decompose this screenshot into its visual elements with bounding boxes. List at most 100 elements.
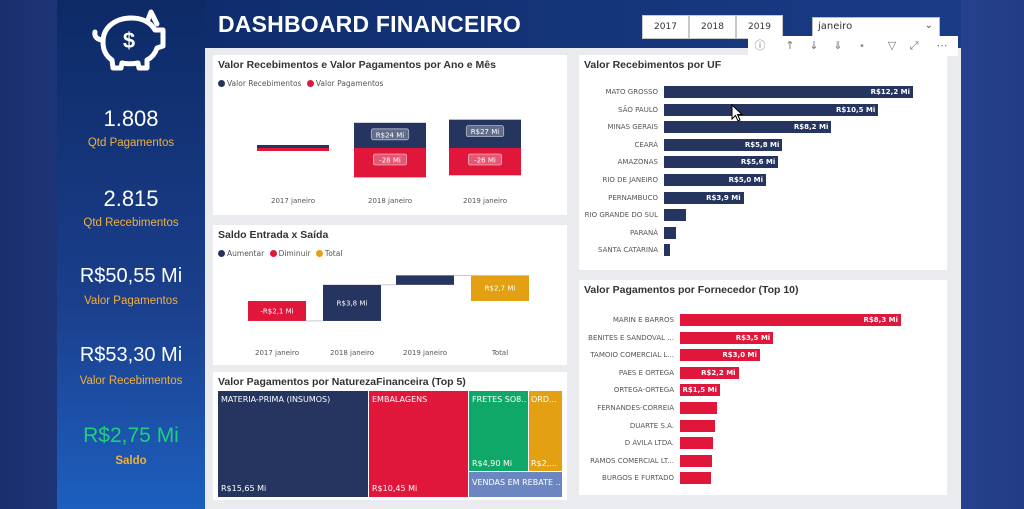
card-recebimentos-pagamentos: Valor Recebimentos e Valor Pagamentos po… xyxy=(213,55,567,215)
treemap-fretes[interactable]: FRETES SO8... R$4,90 Mi xyxy=(469,391,528,471)
chart3-title: Valor Recebimentos por UF xyxy=(584,59,722,71)
chart2-xtick-0: 2017 janeiro xyxy=(255,349,299,357)
treemap-vendas-rebate-label: VENDAS EM REBATE ... xyxy=(472,478,560,487)
filter-icon[interactable]: ▽ xyxy=(887,39,897,52)
chart5-title: Valor Pagamentos por NaturezaFinanceira … xyxy=(218,376,466,388)
chart4-bar-8[interactable] xyxy=(680,454,712,467)
chart4-category-1: BENITES E SANDOVAL ... xyxy=(588,333,674,342)
chart3-bar-1[interactable]: R$10,5 Mi xyxy=(664,103,879,116)
chart1-xtick-0: 2017 janeiro xyxy=(271,197,315,205)
chart4-bar-4[interactable]: R$1,5 Mi xyxy=(680,384,720,397)
treemap-ord-label: ORD... xyxy=(531,395,557,404)
legend-dot-recebimentos xyxy=(218,80,225,87)
chart3-category-8: PARANÁ xyxy=(630,228,658,237)
chart1-legend-pagamentos: Valor Pagamentos xyxy=(315,79,384,88)
chart4-value-3: R$2,2 Mi xyxy=(701,368,736,377)
treemap-ord-value: R$2,... xyxy=(531,459,557,468)
mouse-cursor-icon xyxy=(731,104,743,122)
more-options-icon[interactable]: ⋯ xyxy=(936,39,948,52)
kpi-valor-pagamentos-value: R$50,55 Mi xyxy=(79,265,183,287)
chart2-xtick-1: 2018 janeiro xyxy=(330,349,374,357)
chart4-category-5: FERNANDES-CORREIA xyxy=(597,404,674,412)
treemap-vendas-rebate[interactable]: VENDAS EM REBATE ... xyxy=(469,472,562,497)
kpi-qtd-recebimentos-label: Qtd Recebimentos xyxy=(83,217,179,229)
treemap-embalagens-label: EMBALAGENS xyxy=(372,395,428,404)
chart3-bar-3[interactable]: R$5,8 Mi xyxy=(664,138,783,151)
chart4-bar-5[interactable] xyxy=(680,402,718,414)
kpi-qtd-pagamentos-label: Qtd Pagamentos xyxy=(87,137,175,149)
chart1-label-recebimentos-1-bg xyxy=(370,128,410,141)
chart1-xtick-1: 2018 janeiro xyxy=(368,197,412,205)
legend-dot-pagamentos xyxy=(306,80,314,87)
chart4-bar-0[interactable]: R$8,3 Mi xyxy=(680,314,901,326)
chart1-label-recebimentos-2-bg xyxy=(465,125,505,138)
kpi-saldo-label: Saldo xyxy=(115,455,147,467)
chart4-category-3: PAES E ORTEGA xyxy=(618,368,674,377)
chart3-bar-8[interactable] xyxy=(664,226,677,239)
card-pagamentos-fornecedor: Valor Pagamentos por Fornecedor (Top 10)… xyxy=(579,280,947,495)
chart3-bar-5[interactable]: R$5,0 Mi xyxy=(664,174,767,186)
treemap-embalagens-value: R$10,45 Mi xyxy=(372,484,418,493)
kpi-qtd-pagamentos-value: 1.808 xyxy=(103,106,159,131)
chart1-label-recebimentos-2: R$27 Mi xyxy=(471,128,499,136)
help-icon[interactable]: ⓘ xyxy=(754,39,766,52)
year-button-2017[interactable]: 2017 xyxy=(642,15,689,39)
chart3-value-1: R$10,5 Mi xyxy=(835,105,876,114)
chart3-bar-9[interactable] xyxy=(664,244,671,257)
hierarchy-icon[interactable]: ⋆ xyxy=(858,39,866,52)
chart1-title: Valor Recebimentos e Valor Pagamentos po… xyxy=(218,59,496,71)
chart2-title: Saldo Entrada x Saída xyxy=(218,229,329,241)
year-button-2019[interactable]: 2019 xyxy=(736,15,783,39)
chart1-label-pagamentos-1-bg xyxy=(372,153,407,166)
chart3-category-5: RIO DE JANEIRO xyxy=(602,176,658,184)
treemap-fretes-label: FRETES SO8... xyxy=(472,395,526,404)
chart3-value-4: R$5,6 Mi xyxy=(740,158,776,167)
treemap-materia-prima[interactable]: MATERIA-PRIMA (INSUMOS) R$15,65 Mi xyxy=(218,391,368,497)
treemap-ord[interactable]: ORD... R$2,... xyxy=(529,391,562,471)
chart2-xtick-2: 2019 janeiro xyxy=(403,349,447,357)
chart4-category-9: BURGOS E FURTADO xyxy=(602,474,674,483)
chart1-bar-recebimentos-0 xyxy=(257,145,329,148)
chart3-category-3: CEARÁ xyxy=(634,140,658,149)
chart3-bar-0[interactable]: R$12,2 Mi xyxy=(664,86,913,98)
chart4-bar-7[interactable] xyxy=(680,437,714,450)
drill-down-icon[interactable]: ↓ xyxy=(809,39,819,52)
chart1-bar-pagamentos-0 xyxy=(257,148,329,151)
chart4-bar-9[interactable] xyxy=(680,472,711,485)
chart2-bar-0 xyxy=(248,301,306,321)
treemap-embalagens[interactable]: EMBALAGENS R$10,45 Mi xyxy=(369,391,468,497)
chart4-value-1: R$3,5 Mi xyxy=(735,333,771,342)
chart4-bar-2[interactable]: R$3,0 Mi xyxy=(680,349,760,362)
chart3-bar-6[interactable]: R$3,9 Mi xyxy=(664,191,744,204)
chart2-bar-2 xyxy=(396,275,454,285)
chart4-bar-3[interactable]: R$2,2 Mi xyxy=(680,366,739,379)
year-button-2018[interactable]: 2018 xyxy=(689,15,736,39)
chart4-bar-6[interactable] xyxy=(680,419,715,432)
chart4-category-7: D ÁVILA LTDA. xyxy=(624,439,674,448)
chart2-label-3: R$2,7 Mi xyxy=(485,285,516,293)
svg-text:$: $ xyxy=(123,28,135,53)
focus-mode-icon[interactable]: ⤢ xyxy=(909,39,919,52)
legend-dot-diminuir xyxy=(269,250,277,257)
chart2-label-1: R$3,8 Mi xyxy=(337,299,368,307)
chart3-value-3: R$5,8 Mi xyxy=(744,140,780,149)
chart4-bar-1[interactable]: R$3,5 Mi xyxy=(680,331,774,344)
legend-dot-aumentar xyxy=(218,250,225,257)
chart2-legend-total: Total xyxy=(324,249,343,258)
chart3-bar-2[interactable]: R$8,2 Mi xyxy=(664,121,832,134)
chart4-category-6: DUARTE S.A. xyxy=(629,421,674,430)
chart2-xtick-3: Total xyxy=(491,349,508,357)
chart1-bar-recebimentos-2 xyxy=(449,119,521,148)
chart2-plot: -R$2,1 Mi 2017 janeiro R$3,8 Mi 2018 janeir… xyxy=(248,275,529,357)
expand-all-down-icon[interactable]: ⇓ xyxy=(833,39,843,52)
chart3-bar-7[interactable] xyxy=(664,209,687,222)
chevron-down-icon: ⌄ xyxy=(924,20,933,31)
chart3-value-2: R$8,2 Mi xyxy=(793,123,829,132)
chart4-value-4: R$1,5 Mi xyxy=(682,386,717,395)
chart3-bar-4[interactable]: R$5,6 Mi xyxy=(664,156,779,169)
drill-up-icon[interactable]: ↑ xyxy=(785,39,795,52)
chart3-category-7: RIO GRANDE DO SUL xyxy=(584,211,658,220)
chart4-value-2: R$3,0 Mi xyxy=(722,351,757,360)
kpi-sidebar xyxy=(57,0,205,509)
chart2-legend-aumentar: Aumentar xyxy=(227,249,265,258)
